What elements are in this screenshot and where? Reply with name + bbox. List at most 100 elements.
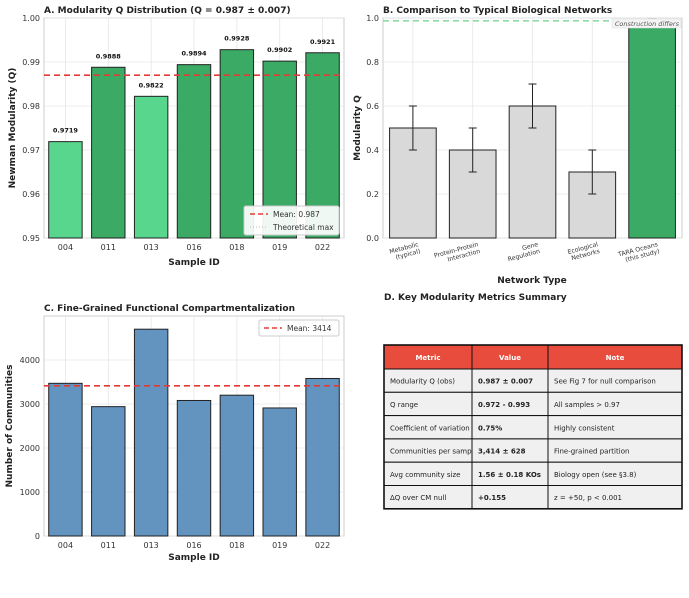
panel-a-value-label: 0.9921 bbox=[310, 38, 336, 46]
panel-b-x-tick: Metabolic(typical) bbox=[389, 241, 422, 261]
panel-b-y-tick: 0.4 bbox=[366, 146, 379, 155]
panel-c-bar bbox=[48, 382, 83, 537]
panel-a-y-tick: 0.95 bbox=[22, 234, 40, 243]
panel-a-x-label: Sample ID bbox=[168, 258, 220, 268]
panel-b: B. Comparison to Typical Biological Netw… bbox=[353, 6, 683, 286]
panel-b-x-tick: TARA Oceans(this study) bbox=[616, 241, 660, 264]
panel-a-x-tick: 018 bbox=[229, 243, 244, 252]
panel-b-x-tick-line: Gene bbox=[521, 241, 539, 252]
panel-c-bar bbox=[91, 406, 126, 537]
panel-a-value-label: 0.9894 bbox=[181, 50, 207, 58]
table-cell-text: 1.56 ± 0.18 KOs bbox=[478, 471, 541, 479]
panel-a-y-tick: 0.97 bbox=[22, 146, 40, 155]
table-cell-text: All samples > 0.97 bbox=[554, 401, 620, 409]
panel-c-legend-mean: Mean: 3414 bbox=[287, 324, 332, 333]
panel-a-legend-max: Theoretical max bbox=[272, 223, 334, 232]
panel-a-value-label: 0.9928 bbox=[224, 35, 250, 43]
panel-a-value-label: 0.9822 bbox=[139, 81, 164, 89]
panel-a-value-label: 0.9888 bbox=[96, 52, 122, 60]
panel-c-x-tick: 018 bbox=[229, 541, 244, 550]
panel-c-y-tick: 1000 bbox=[20, 488, 40, 497]
table-cell-text: +0.155 bbox=[478, 494, 506, 502]
panel-a-y-ticks: 0.95 0.96 0.97 0.98 0.99 1.00 bbox=[22, 14, 40, 243]
panel-c-bar bbox=[219, 394, 255, 537]
panel-c-x-tick: 011 bbox=[101, 541, 116, 550]
panel-c-x-tick: 004 bbox=[58, 541, 73, 550]
table-header-label: Metric bbox=[415, 354, 440, 362]
summary-table: Metric Value Note Modularity Q (obs) 0.987 ±… bbox=[383, 344, 683, 510]
panel-c-y-tick: 3000 bbox=[20, 400, 40, 409]
panel-c-bar bbox=[133, 328, 169, 537]
panel-c: C. Fine-Grained Functional Compartmental… bbox=[5, 304, 345, 563]
panel-c-x-ticks: 004 011 013 016 018 019 022 bbox=[58, 541, 330, 550]
panel-a-y-tick: 0.98 bbox=[22, 102, 40, 111]
panel-a-bar bbox=[48, 141, 83, 239]
panel-b-bar bbox=[628, 20, 676, 239]
table-cell-text: Modularity Q (obs) bbox=[390, 378, 455, 386]
panel-a-legend: Mean: 0.987 Theoretical max bbox=[243, 205, 340, 236]
panel-a-x-ticks: 004 011 013 016 018 019 022 bbox=[58, 243, 330, 252]
table-cell-text: 3,414 ± 628 bbox=[478, 448, 526, 456]
panel-a-bar bbox=[91, 66, 126, 239]
table-header-label: Value bbox=[499, 354, 521, 362]
panel-c-x-label: Sample ID bbox=[168, 553, 220, 563]
table-cell-text: ΔQ over CM null bbox=[390, 494, 446, 502]
panel-a-value-label: 0.9719 bbox=[53, 127, 79, 135]
panel-a-x-tick: 016 bbox=[186, 243, 201, 252]
table-cell-text: Coefficient of variation bbox=[390, 424, 470, 432]
panel-d: D. Key Modularity Metrics Summary Metric… bbox=[383, 293, 683, 510]
panel-a-title: A. Modularity Q Distribution (Q = 0.987 … bbox=[44, 6, 291, 16]
panel-c-title: C. Fine-Grained Functional Compartmental… bbox=[44, 304, 295, 314]
panel-c-bar bbox=[305, 377, 340, 537]
panel-b-x-label: Network Type bbox=[497, 276, 566, 286]
table-cell-text: Q range bbox=[390, 401, 418, 409]
panel-a-value-labels: 0.9719 0.9888 0.9822 0.9894 0.9928 0.9902 0.99… bbox=[53, 35, 336, 135]
panel-a-y-tick: 0.99 bbox=[22, 58, 40, 67]
table-cell-text: Communities per sample bbox=[390, 448, 478, 456]
panel-a-value-label: 0.9902 bbox=[267, 46, 292, 54]
panel-c-x-tick: 022 bbox=[315, 541, 330, 550]
panel-b-y-tick: 0.8 bbox=[366, 58, 379, 67]
table-cell-text: z = +50, p < 0.001 bbox=[554, 494, 622, 502]
panel-b-y-label: Modularity Q bbox=[353, 95, 363, 161]
table-border bbox=[383, 344, 683, 510]
panel-c-y-ticks: 0 1000 2000 3000 4000 bbox=[20, 356, 40, 541]
panel-c-y-tick: 2000 bbox=[20, 444, 40, 453]
panel-a-x-tick: 013 bbox=[144, 243, 159, 252]
panel-c-x-tick: 016 bbox=[186, 541, 201, 550]
panel-c-x-tick: 013 bbox=[144, 541, 159, 550]
panel-b-title: B. Comparison to Typical Biological Netw… bbox=[383, 6, 612, 16]
panel-a-bar bbox=[133, 95, 169, 239]
panel-b-error-bars bbox=[408, 18, 657, 195]
panel-b-y-tick: 0.2 bbox=[366, 190, 379, 199]
table-cell-text: 0.972 - 0.993 bbox=[478, 401, 530, 409]
panel-a-y-tick: 1.00 bbox=[22, 14, 40, 23]
table-cell-text: See Fig 7 for null comparison bbox=[554, 378, 656, 386]
table-header-cell bbox=[547, 344, 683, 370]
panel-b-y-ticks: 0.0 0.2 0.4 0.6 0.8 1.0 bbox=[366, 14, 379, 243]
panel-b-annotation-box bbox=[611, 18, 682, 29]
panel-c-x-tick: 019 bbox=[272, 541, 287, 550]
panel-c-bars bbox=[48, 328, 340, 537]
panel-c-y-tick: 0 bbox=[35, 532, 40, 541]
table-cell-text: Highly consistent bbox=[554, 424, 615, 432]
panel-c-legend: Mean: 3414 bbox=[258, 319, 340, 337]
panel-b-y-tick: 0.0 bbox=[366, 234, 379, 243]
table-cell-text: 0.75% bbox=[478, 424, 502, 432]
panel-c-y-tick: 4000 bbox=[20, 356, 40, 365]
panel-b-y-tick: 0.6 bbox=[366, 102, 379, 111]
table-header-label: Note bbox=[606, 354, 625, 362]
table-cell-text: Fine-grained partition bbox=[554, 448, 629, 456]
panel-a-x-tick: 019 bbox=[272, 243, 287, 252]
table-cell-text: Biology open (see §3.8) bbox=[554, 471, 637, 479]
panel-c-bar bbox=[176, 399, 212, 537]
panel-b-y-tick: 1.0 bbox=[366, 14, 379, 23]
panel-c-y-label: Number of Communities bbox=[5, 365, 15, 488]
panel-a-x-tick: 022 bbox=[315, 243, 330, 252]
panel-c-bar bbox=[262, 407, 297, 537]
panel-c-legend-box bbox=[258, 319, 340, 337]
